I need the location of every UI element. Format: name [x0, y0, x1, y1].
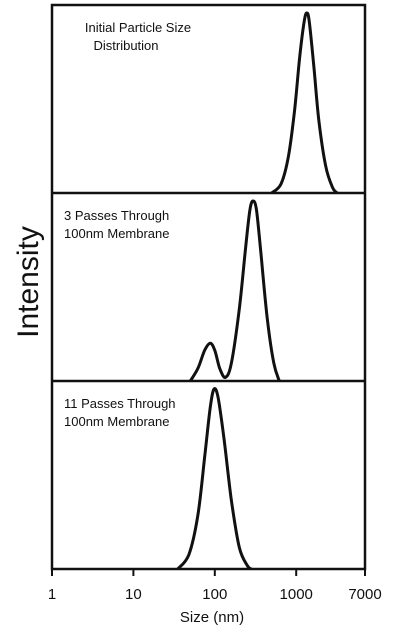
plot-frame	[50, 3, 367, 571]
panel-2-label-line-1: 3 Passes Through	[64, 208, 169, 223]
x-tick-label-100: 100	[202, 586, 227, 603]
x-tick-label-7000: 7000	[348, 586, 381, 603]
panel-3-label-line-2: 100nm Membrane	[64, 414, 170, 429]
distribution-curve-panel-1	[270, 11, 339, 195]
distribution-curve-panel-3	[176, 387, 253, 571]
panel-2-label-line-2: 100nm Membrane	[64, 226, 170, 241]
panel-1-label-line-1: Initial Particle Size	[85, 20, 191, 35]
x-tick-label-1000: 1000	[280, 586, 313, 603]
y-axis-label: Intensity	[12, 226, 45, 338]
panel-1-label-line-2: Distribution	[93, 38, 158, 53]
x-tick-label-10: 10	[125, 586, 142, 603]
distribution-curve-panel-2	[189, 199, 281, 382]
panel-3-label-line-1: 11 Passes Through	[64, 396, 176, 411]
x-tick-label-1: 1	[48, 586, 56, 603]
x-axis-label: Size (nm)	[180, 609, 244, 626]
